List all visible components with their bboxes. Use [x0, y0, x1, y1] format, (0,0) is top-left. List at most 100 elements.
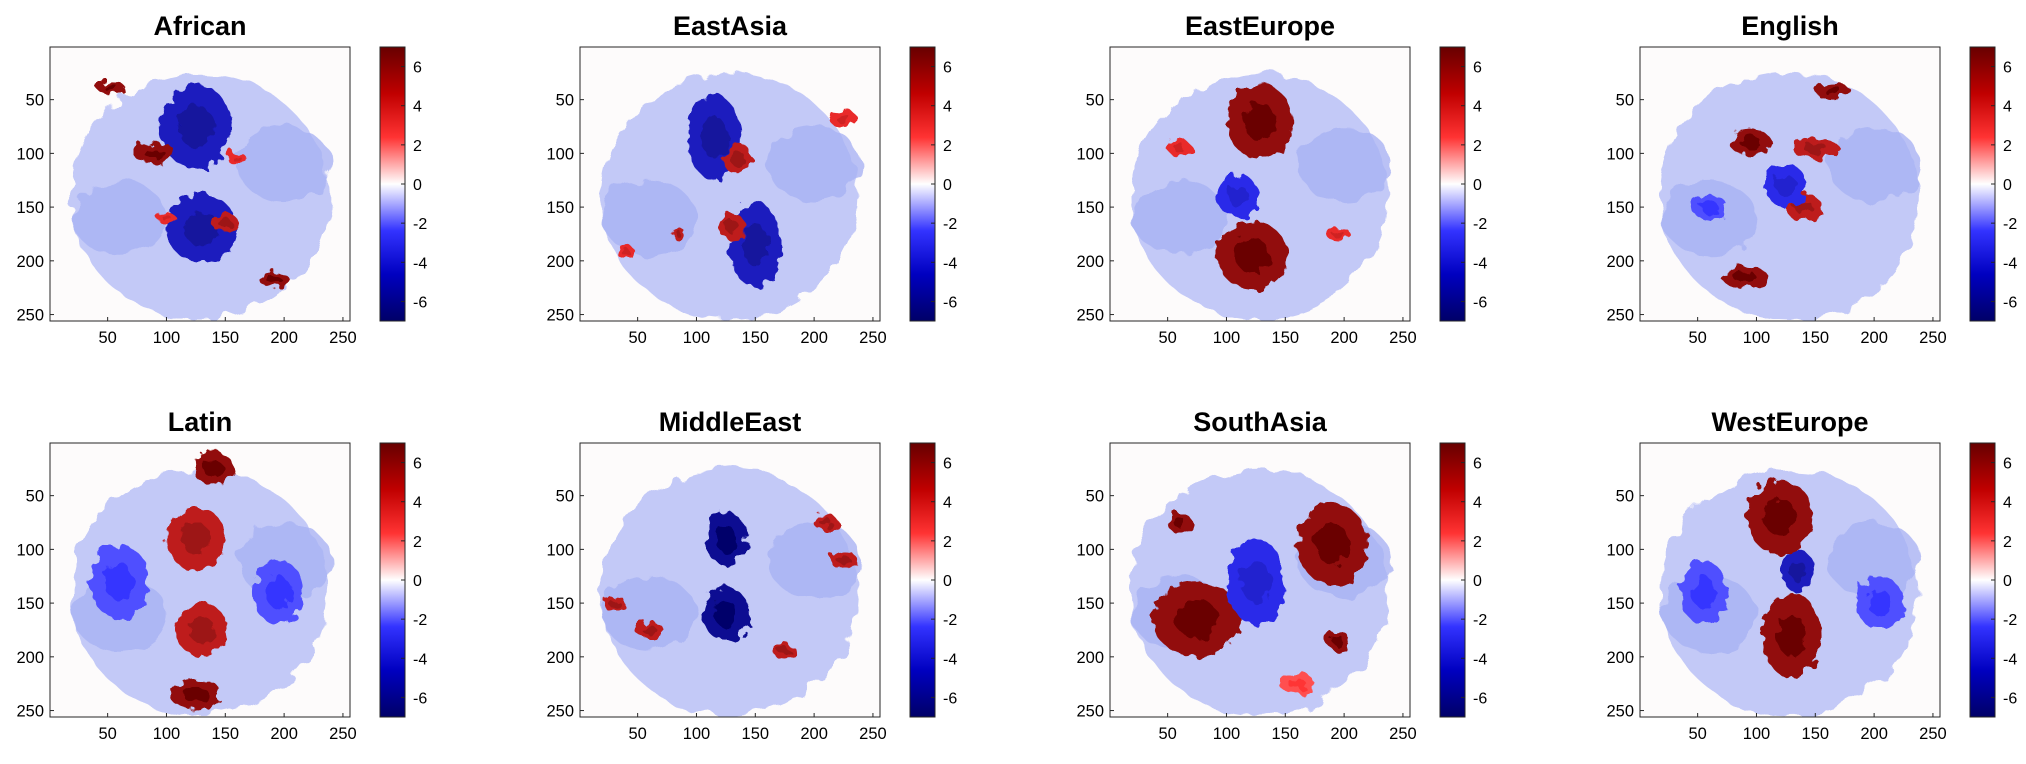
y-tick-label: 50: [1616, 92, 1634, 110]
y-tick-label: 250: [16, 307, 44, 325]
colorbar-tick-label: 2: [1473, 138, 1482, 155]
colorbar-tick-label: -4: [413, 651, 427, 668]
colorbar-tick-label: 6: [413, 456, 422, 473]
panel-title: MiddleEast: [659, 407, 802, 437]
y-tick-label: 150: [1606, 199, 1634, 217]
colorbar-tick-label: 2: [2003, 534, 2012, 551]
x-tick-label: 250: [329, 329, 357, 347]
heatmap-blob-core: [1174, 600, 1220, 638]
colorbar-tick-label: -6: [413, 294, 427, 311]
colorbar-tick-label: -4: [943, 651, 957, 668]
heatmap-blob-core: [104, 562, 135, 601]
colorbar-tick-label: 0: [1473, 573, 1482, 590]
heatmap-body: [600, 73, 861, 320]
colorbar: [1439, 46, 1466, 322]
colorbar-tick-label: -2: [413, 216, 427, 233]
y-tick-label: 250: [16, 703, 44, 721]
heatmap-blob-core: [1332, 635, 1345, 646]
y-tick-label: 200: [16, 253, 44, 271]
colorbar-tick-label: 6: [943, 60, 952, 77]
y-tick-label: 200: [16, 649, 44, 667]
panel-westeurope: WestEurope 50 100 150 200 250 50 100 150 200 250 6 4…: [1606, 407, 2017, 743]
heatmap-blob-core: [161, 215, 172, 221]
heatmap-blob-core: [144, 148, 166, 159]
colorbar-tick-label: 0: [413, 177, 422, 194]
heatmap-field: [1827, 126, 1921, 202]
y-tick-label: 250: [1076, 703, 1104, 721]
panel-easteurope: EastEurope 50 100 150 200 250 50 100 150 200 250 6 4…: [1076, 11, 1487, 347]
panel-english: English 50 100 150 200 250 50 100 150 200 250 6 4 2 0 -…: [1606, 11, 2017, 347]
colorbar-tick-label: 2: [943, 138, 952, 155]
heatmap-blob-core: [837, 555, 850, 565]
heatmap-blob-core: [1288, 678, 1306, 690]
x-tick-label: 50: [98, 329, 116, 347]
x-tick-label: 50: [1688, 329, 1706, 347]
heatmap-field: [72, 180, 167, 256]
x-tick-label: 150: [1802, 329, 1830, 347]
axes-frame: [579, 442, 881, 718]
y-tick-label: 50: [1086, 488, 1104, 506]
y-tick-label: 50: [1616, 488, 1634, 506]
heatmap-blob-core: [265, 576, 292, 609]
colorbar-tick-label: 6: [1473, 456, 1482, 473]
panel-eastasia: EastAsia 50 100 150 200 250 50 100 150 200 250 6 4 2 0…: [546, 11, 957, 347]
x-tick-label: 100: [1743, 725, 1771, 743]
y-tick-label: 200: [546, 649, 574, 667]
panel-southasia: SouthAsia 50 100 150 200 250 50 100 150 200 250 6 4 2…: [1076, 407, 1487, 743]
colorbar-tick-label: 4: [413, 99, 422, 116]
colorbar-tick-label: -6: [1473, 294, 1487, 311]
colorbar-tick-label: -6: [943, 690, 957, 707]
heatmap-blob-core: [1740, 136, 1762, 150]
heatmap-field: [602, 576, 697, 652]
y-tick-label: 50: [1086, 92, 1104, 110]
heatmap-blob-core: [621, 249, 631, 256]
heatmap-blob-core: [714, 600, 738, 628]
heatmap-blob-core: [1789, 560, 1806, 582]
panel-middleeast: MiddleEast 50 100 150 200 250 50 100 150 200 250 6 4…: [546, 407, 957, 743]
colorbar-tick-label: 4: [2003, 99, 2012, 116]
colorbar-tick-label: 0: [943, 177, 952, 194]
heatmap-blob-core: [218, 218, 233, 228]
y-tick-label: 150: [16, 199, 44, 217]
colorbar: [909, 46, 936, 322]
heatmap-blob-core: [102, 83, 118, 90]
y-tick-label: 150: [1076, 199, 1104, 217]
x-tick-label: 250: [859, 329, 887, 347]
heatmap-blob-core: [267, 276, 283, 284]
x-tick-label: 150: [1802, 725, 1830, 743]
colorbar-tick-label: 0: [2003, 177, 2012, 194]
y-tick-label: 150: [1076, 595, 1104, 613]
x-tick-label: 150: [1272, 329, 1300, 347]
heatmap-field: [767, 126, 861, 202]
x-tick-label: 200: [1860, 725, 1888, 743]
heatmap-blob-core: [181, 522, 211, 555]
x-tick-label: 50: [98, 725, 116, 743]
heatmap-blob-core: [232, 155, 242, 162]
x-tick-label: 200: [800, 725, 828, 743]
x-tick-label: 200: [1330, 725, 1358, 743]
heatmap-blob-core: [1794, 200, 1813, 214]
colorbar-tick-label: -2: [1473, 216, 1487, 233]
colorbar-tick-label: -2: [413, 612, 427, 629]
heatmap-field: [602, 180, 697, 256]
x-tick-label: 150: [212, 725, 240, 743]
colorbar-tick-label: -4: [413, 255, 427, 272]
heatmap-blob-core: [1777, 613, 1807, 657]
axes-frame: [1109, 442, 1411, 718]
heatmap-blob-core: [836, 114, 851, 124]
colorbar-tick-label: 2: [413, 138, 422, 155]
heatmap-body: [1660, 73, 1921, 320]
y-tick-label: 200: [1076, 649, 1104, 667]
colorbar-tick-label: -2: [943, 216, 957, 233]
x-tick-label: 150: [742, 725, 770, 743]
x-tick-label: 50: [1158, 329, 1176, 347]
heatmap-blob-core: [1691, 576, 1716, 609]
colorbar-tick-label: 4: [2003, 495, 2012, 512]
x-tick-label: 150: [212, 329, 240, 347]
x-tick-label: 250: [329, 725, 357, 743]
y-tick-label: 100: [1606, 145, 1634, 163]
y-tick-label: 200: [1076, 253, 1104, 271]
colorbar-tick-label: 4: [1473, 495, 1482, 512]
panel-title: WestEurope: [1711, 407, 1868, 437]
